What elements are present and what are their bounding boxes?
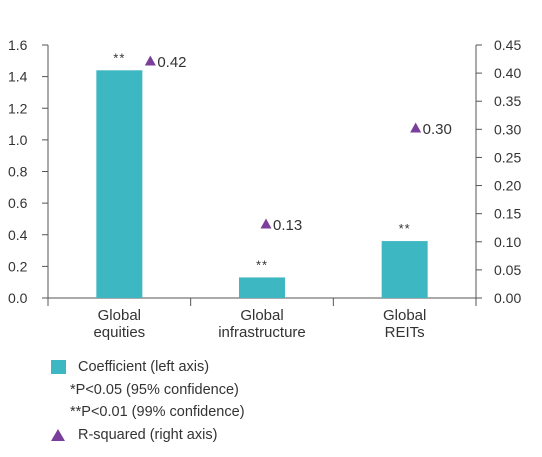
bar: [381, 241, 428, 298]
right-axis-tick-label: 0.05: [494, 262, 521, 278]
significance-label: **: [113, 50, 125, 65]
right-axis-tick-label: 0.35: [494, 93, 521, 109]
right-axis-tick-label: 0.15: [494, 206, 521, 222]
triangle-marker-icon: [51, 428, 65, 441]
category-label: REITs: [385, 324, 425, 341]
legend-label-coefficient: Coefficient (left axis): [78, 359, 210, 375]
left-axis-tick-label: 0.0: [8, 290, 28, 306]
category-label: Global: [98, 307, 141, 324]
left-axis-tick-label: 1.6: [8, 37, 28, 53]
significance-label: **: [399, 221, 411, 236]
legend-label-rsquared: R-squared (right axis): [78, 426, 218, 443]
r-squared-marker: [260, 218, 272, 229]
left-axis-tick-label: 0.8: [8, 164, 28, 180]
legend-label-p05: *P<0.05 (95% confidence): [70, 381, 239, 398]
left-axis-tick-label: 0.4: [8, 227, 28, 243]
right-axis-tick-label: 0.25: [494, 149, 521, 165]
category-label: infrastructure: [218, 324, 306, 341]
category-label: Global: [383, 307, 426, 324]
category-label: equities: [93, 324, 145, 341]
left-axis-tick-label: 1.4: [8, 69, 28, 85]
right-axis-tick-label: 0.30: [494, 121, 521, 137]
right-axis-tick-label: 0.00: [494, 290, 521, 306]
left-axis-tick-label: 0.2: [8, 258, 28, 274]
chart-area: 0.0 0.2 0.4 0.6 0.8 1.0 1.2 1.4 1.6 0.00 0.05 0.10 0…: [8, 37, 521, 341]
significance-label: **: [256, 257, 268, 272]
bar: [239, 277, 285, 298]
left-axis-tick-label: 1.2: [8, 100, 28, 116]
right-axis-tick-label: 0.20: [494, 178, 521, 194]
r-squared-value-label: 0.30: [423, 121, 452, 138]
r-squared-value-label: 0.42: [157, 54, 186, 71]
left-axis-tick-label: 1.0: [8, 132, 28, 148]
right-axis-tick-label: 0.40: [494, 65, 521, 81]
coefficient-swatch: [51, 360, 66, 374]
right-axis-tick-label: 0.10: [494, 234, 521, 250]
legend-label-p01: **P<0.01 (99% confidence): [70, 404, 245, 420]
r-squared-value-label: 0.13: [273, 217, 302, 234]
r-squared-marker: [144, 55, 156, 66]
left-axis-tick-label: 0.6: [8, 195, 28, 211]
right-axis-tick-label: 0.45: [494, 37, 521, 53]
category-label: Global: [240, 307, 283, 324]
bar: [96, 70, 143, 298]
r-squared-marker: [410, 122, 422, 133]
